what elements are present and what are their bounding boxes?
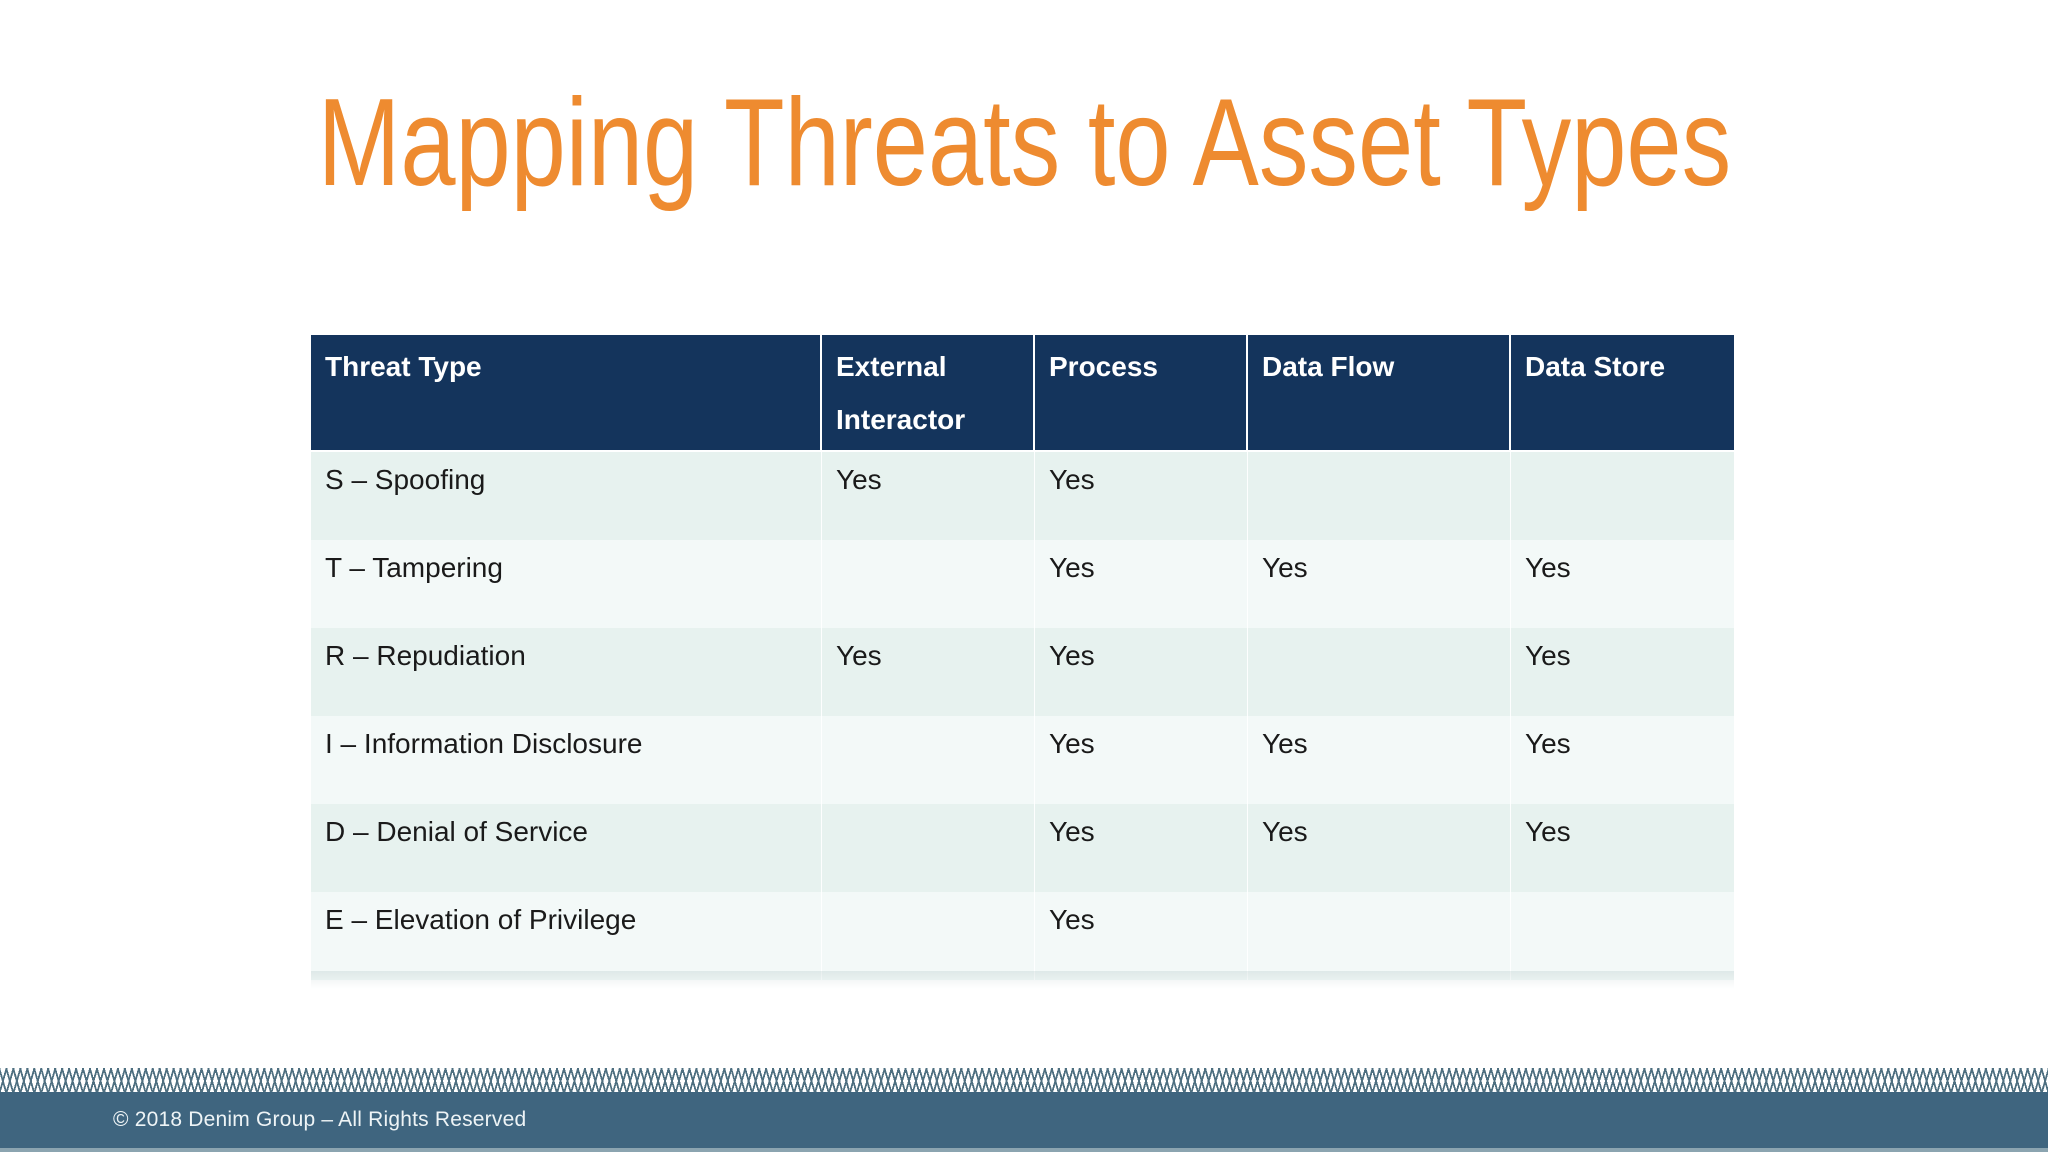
slide-title-container: Mapping Threats to Asset Types bbox=[0, 72, 2048, 215]
threat-mapping-table: Threat Type External Interactor Process … bbox=[311, 335, 1734, 981]
slide-title: Mapping Threats to Asset Types bbox=[317, 74, 1731, 212]
cell-external-interactor: Yes bbox=[822, 628, 1035, 717]
column-header-threat-type: Threat Type bbox=[311, 335, 822, 453]
table-row-spoofing: S – Spoofing Yes Yes bbox=[311, 452, 1734, 541]
cell-data-store: Yes bbox=[1511, 716, 1734, 805]
column-header-data-flow: Data Flow bbox=[1248, 335, 1511, 453]
cell-data-flow: Yes bbox=[1248, 540, 1511, 629]
cell-process: Yes bbox=[1035, 716, 1248, 805]
cell-data-store: Yes bbox=[1511, 628, 1734, 717]
column-header-process: Process bbox=[1035, 335, 1248, 453]
table-row-tampering: T – Tampering Yes Yes Yes bbox=[311, 540, 1734, 629]
cell-data-flow: Yes bbox=[1248, 716, 1511, 805]
cell-external-interactor: Yes bbox=[822, 452, 1035, 541]
cell-data-store: Yes bbox=[1511, 540, 1734, 629]
cell-data-store bbox=[1511, 452, 1734, 541]
cell-threat-label: S – Spoofing bbox=[311, 452, 822, 541]
hatch-pattern-divider bbox=[0, 1068, 2048, 1092]
cell-external-interactor bbox=[822, 716, 1035, 805]
cell-threat-label: R – Repudiation bbox=[311, 628, 822, 717]
cell-external-interactor bbox=[822, 540, 1035, 629]
table-row-repudiation: R – Repudiation Yes Yes Yes bbox=[311, 628, 1734, 717]
cell-threat-label: E – Elevation of Privilege bbox=[311, 892, 822, 981]
cell-data-store: Yes bbox=[1511, 804, 1734, 893]
cell-data-flow bbox=[1248, 452, 1511, 541]
table-row-elevation-of-privilege: E – Elevation of Privilege Yes bbox=[311, 892, 1734, 981]
table-row-information-disclosure: I – Information Disclosure Yes Yes Yes bbox=[311, 716, 1734, 805]
table-row-denial-of-service: D – Denial of Service Yes Yes Yes bbox=[311, 804, 1734, 893]
cell-process: Yes bbox=[1035, 452, 1248, 541]
column-header-data-store: Data Store bbox=[1511, 335, 1734, 453]
cell-data-flow: Yes bbox=[1248, 804, 1511, 893]
table-bottom-shadow bbox=[311, 971, 1734, 989]
cell-threat-label: I – Information Disclosure bbox=[311, 716, 822, 805]
cell-process: Yes bbox=[1035, 892, 1248, 981]
cell-external-interactor bbox=[822, 892, 1035, 981]
cell-process: Yes bbox=[1035, 804, 1248, 893]
threat-mapping-table-container: Threat Type External Interactor Process … bbox=[311, 335, 1734, 981]
cell-external-interactor bbox=[822, 804, 1035, 893]
cell-data-flow bbox=[1248, 892, 1511, 981]
column-header-external-interactor: External Interactor bbox=[822, 335, 1035, 453]
cell-data-store bbox=[1511, 892, 1734, 981]
cell-threat-label: T – Tampering bbox=[311, 540, 822, 629]
table-header-row: Threat Type External Interactor Process … bbox=[311, 335, 1734, 453]
footer-bar: © 2018 Denim Group – All Rights Reserved bbox=[0, 1092, 2048, 1152]
cell-process: Yes bbox=[1035, 540, 1248, 629]
cell-process: Yes bbox=[1035, 628, 1248, 717]
copyright-text: © 2018 Denim Group – All Rights Reserved bbox=[113, 1108, 527, 1131]
cell-threat-label: D – Denial of Service bbox=[311, 804, 822, 893]
cell-data-flow bbox=[1248, 628, 1511, 717]
